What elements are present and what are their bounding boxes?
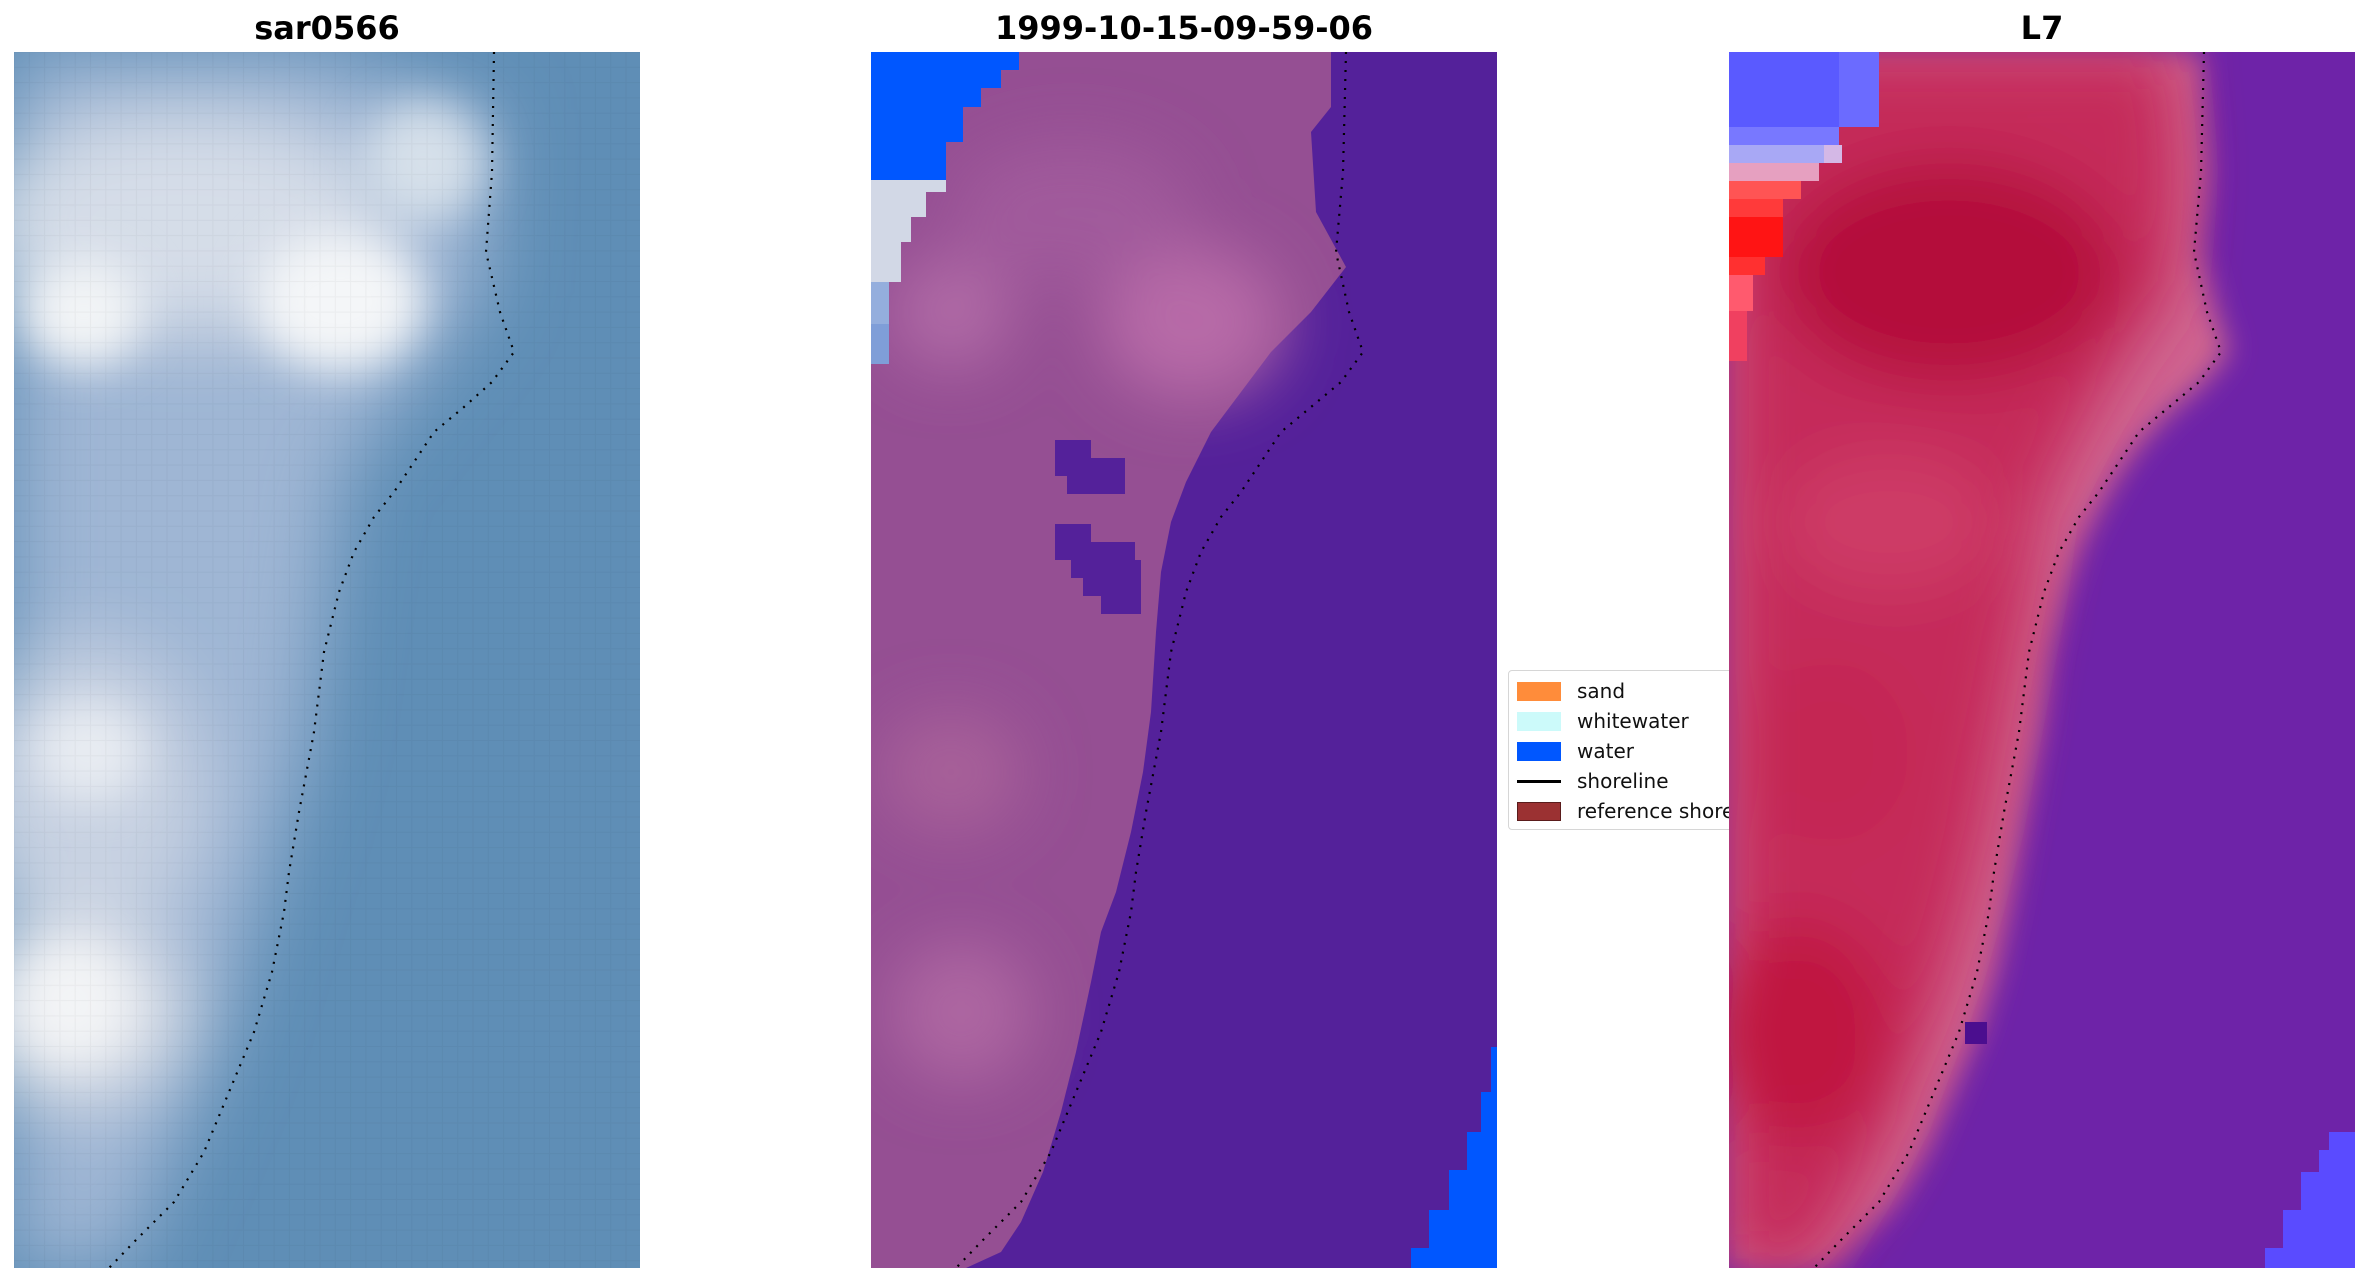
water-class-area bbox=[871, 52, 1019, 180]
index-image bbox=[1729, 52, 2355, 1268]
sand-swatch bbox=[1517, 681, 1561, 701]
water-swatch bbox=[1517, 741, 1561, 761]
rgb-image bbox=[14, 52, 640, 1268]
classified-image-panel bbox=[871, 52, 1497, 1268]
legend-label: sand bbox=[1577, 679, 1626, 703]
shoreline-swatch bbox=[1517, 779, 1561, 783]
panel-title-index: L7 bbox=[2020, 9, 2064, 47]
legend-label: water bbox=[1577, 739, 1634, 763]
legend-label: shoreline bbox=[1577, 769, 1669, 793]
whitewater-swatch bbox=[1517, 711, 1561, 731]
legend: sand whitewater water shoreline referenc… bbox=[1508, 670, 1733, 830]
legend-label: reference shoreline bbox=[1577, 799, 1732, 823]
rgb-image-panel bbox=[14, 52, 640, 1268]
legend-item-shoreline: shoreline bbox=[1517, 769, 1669, 793]
legend-item-sand: sand bbox=[1517, 679, 1625, 703]
reference-shoreline-swatch bbox=[1517, 801, 1561, 821]
legend-item-reference-shoreline: reference shoreline bbox=[1517, 799, 1732, 823]
panel-title-rgb: sar0566 bbox=[254, 9, 400, 47]
legend-item-whitewater: whitewater bbox=[1517, 709, 1689, 733]
legend-item-water: water bbox=[1517, 739, 1634, 763]
legend-label: whitewater bbox=[1577, 709, 1689, 733]
classified-image bbox=[871, 52, 1497, 1268]
panel-title-classified: 1999-10-15-09-59-06 bbox=[994, 9, 1374, 47]
index-image-panel bbox=[1729, 52, 2355, 1268]
